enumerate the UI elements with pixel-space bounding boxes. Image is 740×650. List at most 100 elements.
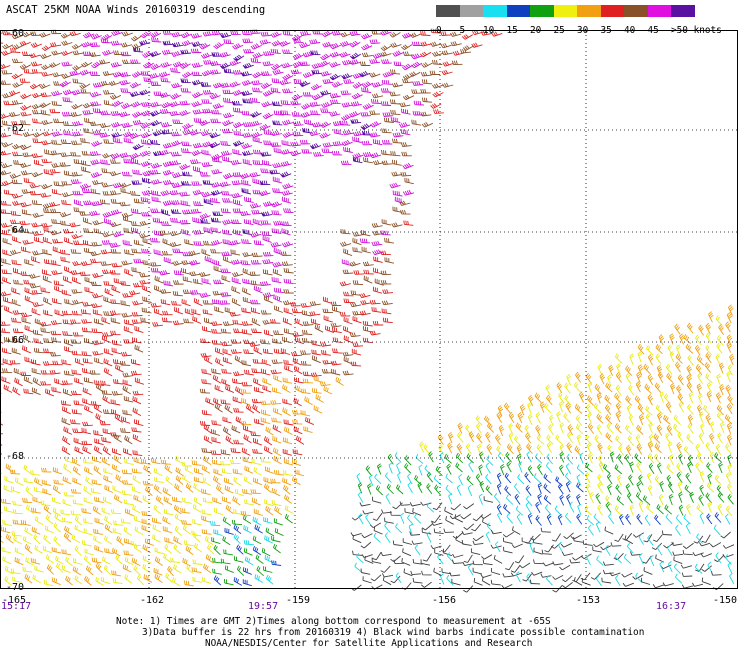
- wind-barb: [20, 371, 31, 377]
- wind-barb: [292, 121, 304, 126]
- wind-barb: [202, 309, 213, 316]
- wind-barb: [131, 427, 142, 433]
- wind-barb: [614, 423, 622, 434]
- wind-barb-flag: [350, 56, 356, 59]
- wind-barb: [1, 50, 13, 56]
- wind-barb: [428, 451, 434, 463]
- wind-barb: [112, 485, 122, 494]
- wind-barb: [508, 432, 514, 444]
- wind-barb: [261, 358, 272, 366]
- wind-barb: [570, 534, 582, 540]
- wind-barb: [615, 384, 622, 396]
- color-scale-label: 40: [624, 25, 636, 36]
- wind-barb: [82, 458, 94, 464]
- wind-barb: [597, 504, 603, 516]
- wind-barb: [675, 573, 683, 584]
- wind-barb: [564, 382, 571, 394]
- wind-barb-flag: [320, 91, 326, 96]
- wind-barb: [70, 390, 82, 396]
- wind-barb: [85, 476, 94, 486]
- wind-barb: [0, 498, 11, 505]
- wind-barb: [124, 508, 134, 517]
- wind-barb: [252, 189, 263, 195]
- wind-barb: [687, 461, 692, 473]
- wind-barb: [294, 384, 304, 394]
- wind-barb: [640, 577, 651, 585]
- wind-barb: [506, 443, 514, 455]
- wind-barb: [365, 465, 372, 476]
- wind-barb: [133, 198, 144, 204]
- wind-barb: [483, 496, 494, 503]
- wind-barb: [404, 463, 412, 474]
- wind-barb: [415, 453, 424, 464]
- wind-barb: [83, 377, 94, 384]
- wind-barb: [201, 278, 212, 285]
- wind-barb: [54, 378, 64, 386]
- wind-barb: [60, 220, 71, 227]
- wind-barb: [140, 160, 153, 167]
- wind-barb: [587, 423, 595, 434]
- wind-barb: [74, 575, 83, 585]
- wind-barb: [201, 161, 213, 167]
- wind-barb: [173, 564, 182, 574]
- wind-barb: [389, 182, 401, 189]
- wind-barb: [605, 501, 612, 513]
- wind-barb: [506, 513, 514, 524]
- wind-barb: [65, 575, 73, 586]
- wind-barb: [139, 279, 151, 285]
- wind-barb: [283, 458, 294, 466]
- wind-barb: [150, 101, 162, 108]
- wind-barb: [132, 143, 144, 151]
- wind-barb: [329, 92, 341, 99]
- wind-barb: [341, 114, 353, 121]
- wind-barb: [31, 68, 43, 74]
- wind-barb: [709, 452, 715, 464]
- wind-barb: [484, 415, 492, 426]
- wind-barb: [0, 524, 3, 527]
- wind-barb: [605, 544, 611, 556]
- wind-barb-flag: [192, 43, 197, 47]
- wind-barb: [79, 211, 91, 216]
- wind-barb: [3, 296, 13, 304]
- wind-barb: [71, 171, 83, 177]
- wind-barb: [668, 482, 674, 494]
- wind-barb: [669, 333, 675, 345]
- wind-barb: [433, 567, 442, 577]
- wind-barb: [615, 411, 621, 423]
- wind-barb: [282, 398, 292, 406]
- wind-barb: [212, 475, 221, 486]
- wind-barb: [104, 515, 113, 526]
- wind-barb: [91, 303, 103, 309]
- wind-barb: [420, 71, 432, 77]
- wind-barb: [595, 521, 601, 533]
- wind-barb: [169, 230, 182, 237]
- wind-barb: [202, 300, 214, 305]
- wind-barb: [614, 464, 622, 475]
- wind-barb: [272, 387, 282, 394]
- wind-barb: [311, 93, 324, 101]
- wind-barb: [91, 140, 103, 147]
- wind-barb: [272, 69, 284, 75]
- wind-barb: [140, 458, 151, 465]
- wind-barb: [714, 512, 722, 523]
- wind-barb: [142, 480, 154, 486]
- wind-barb: [71, 534, 81, 543]
- wind-barb: [264, 329, 274, 337]
- wind-barb: [31, 289, 43, 295]
- wind-barb-flag: [330, 77, 336, 80]
- wind-barb: [610, 542, 622, 547]
- wind-barb: [0, 209, 11, 214]
- wind-barb: [61, 380, 73, 385]
- wind-barb: [656, 412, 663, 424]
- wind-barb: [645, 405, 653, 416]
- wind-barb: [229, 311, 241, 317]
- wind-barb: [621, 572, 633, 578]
- wind-barb-flag: [212, 211, 217, 216]
- wind-barb: [110, 209, 122, 216]
- wind-barb: [274, 469, 284, 476]
- wind-barb: [84, 117, 94, 124]
- wind-barb: [381, 219, 392, 226]
- wind-barb: [629, 461, 634, 473]
- wind-barb: [72, 566, 82, 576]
- wind-barb: [242, 579, 252, 587]
